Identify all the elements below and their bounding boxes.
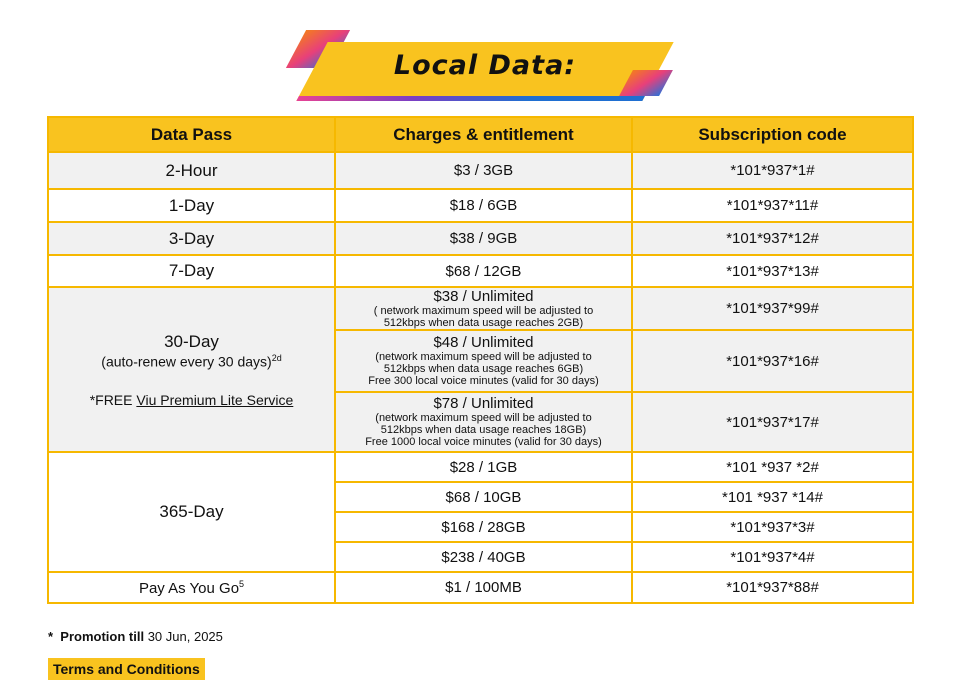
data-pass-table: Data Pass Charges & entitlement Subscrip… xyxy=(47,116,914,604)
charge: $68 / 10GB xyxy=(334,481,633,513)
header-subscription-code: Subscription code xyxy=(631,116,914,153)
charge: $48 / Unlimited (network maximum speed w… xyxy=(334,329,633,393)
charge: $38 / Unlimited ( network maximum speed … xyxy=(334,286,633,331)
subscription-code: *101*937*3# xyxy=(631,511,914,543)
charge: $38 / 9GB xyxy=(334,221,633,256)
speed-note: 512kbps when data usage reaches 18GB) xyxy=(380,424,587,436)
subscription-code: *101 *937 *2# xyxy=(631,451,914,483)
voice-minutes-note: Free 300 local voice minutes (valid for … xyxy=(368,375,599,387)
table-row: 1-Day $18 / 6GB *101*937*11# xyxy=(47,188,914,223)
footnote-marker: 5 xyxy=(239,578,245,589)
subscription-code: *101*937*11# xyxy=(631,188,914,223)
subscription-code: *101*937*88# xyxy=(631,571,914,604)
subscription-code: *101*937*99# xyxy=(631,286,914,331)
subscription-code: *101*937*13# xyxy=(631,254,914,288)
charge: $238 / 40GB xyxy=(334,541,633,573)
subscription-code: *101*937*1# xyxy=(631,151,914,190)
table-row: $48 / Unlimited (network maximum speed w… xyxy=(48,329,914,393)
subscription-code: *101*937*4# xyxy=(631,541,914,573)
header-data-pass: Data Pass xyxy=(47,116,336,153)
speed-note: (network maximum speed will be adjusted … xyxy=(375,351,592,363)
pass-name: 7-Day xyxy=(47,254,336,288)
pass-name: 2-Hour xyxy=(47,151,336,190)
promo-label: Promotion till xyxy=(60,629,145,644)
pass-payg: Pay As You Go5 xyxy=(47,571,336,604)
speed-note: 512kbps when data usage reaches 6GB) xyxy=(383,363,584,375)
table-row: Pay As You Go5 $1 / 100MB *101*937*88# xyxy=(47,571,914,604)
charge: $68 / 12GB xyxy=(334,254,633,288)
table-header: Data Pass Charges & entitlement Subscrip… xyxy=(47,116,914,153)
charge: $78 / Unlimited (network maximum speed w… xyxy=(334,391,633,453)
subscription-code: *101*937*16# xyxy=(631,329,914,393)
table-row: $168 / 28GB *101*937*3# xyxy=(48,511,914,543)
speed-note: (network maximum speed will be adjusted … xyxy=(375,412,592,424)
pass-name: 30-Day xyxy=(164,332,219,352)
charge: $28 / 1GB xyxy=(334,451,633,483)
pass-name: Pay As You Go xyxy=(138,579,240,597)
promotion-note: * Promotion till 30 Jun, 2025 xyxy=(48,629,223,644)
subscription-code: *101*937*17# xyxy=(631,391,914,453)
table-row: 3-Day $38 / 9GB *101*937*12# xyxy=(47,221,914,256)
subscription-code: *101*937*12# xyxy=(631,221,914,256)
free-prefix: *FREE xyxy=(89,391,137,408)
banner-title: Local Data: xyxy=(393,50,577,81)
speed-note: 512kbps when data usage reaches 2GB) xyxy=(383,316,584,329)
free-viu-note: *FREE Viu Premium Lite Service xyxy=(49,392,334,408)
asterisk: * xyxy=(48,629,54,644)
local-data-banner: Local Data: xyxy=(285,30,680,101)
footnote-marker: 2d xyxy=(271,353,282,364)
charge: $3 / 3GB xyxy=(334,151,633,190)
table-row: 365-Day $28 / 1GB *101 *937 *2# xyxy=(47,451,914,573)
subscription-code: *101 *937 *14# xyxy=(631,481,914,513)
charge: $168 / 28GB xyxy=(334,511,633,543)
terms-and-conditions-button[interactable]: Terms and Conditions xyxy=(48,658,205,680)
pass-30-day: 30-Day (auto-renew every 30 days)2d *FRE… xyxy=(47,286,336,453)
price: $78 / Unlimited xyxy=(433,395,534,412)
pass-name: 1-Day xyxy=(47,188,336,223)
table-row: $238 / 40GB *101*937*4# xyxy=(48,541,914,573)
promo-date: 30 Jun, 2025 xyxy=(147,629,223,644)
price: $38 / Unlimited xyxy=(433,287,534,305)
table-row: $68 / 10GB *101 *937 *14# xyxy=(48,481,914,513)
auto-renew-note: (auto-renew every 30 days)2d xyxy=(49,353,334,370)
voice-minutes-note: Free 1000 local voice minutes (valid for… xyxy=(365,436,602,448)
pass-name: 365-Day xyxy=(47,451,336,573)
header-charges: Charges & entitlement xyxy=(334,116,633,153)
table-row: 2-Hour $3 / 3GB *101*937*1# xyxy=(47,151,914,190)
charge: $1 / 100MB xyxy=(334,571,633,604)
auto-renew-text: (auto-renew every 30 days) xyxy=(101,353,272,370)
pass-name: 3-Day xyxy=(47,221,336,256)
table-row: 30-Day (auto-renew every 30 days)2d *FRE… xyxy=(47,286,914,453)
table-row: 7-Day $68 / 12GB *101*937*13# xyxy=(47,254,914,288)
price: $48 / Unlimited xyxy=(433,334,534,351)
viu-premium-link[interactable]: Viu Premium Lite Service xyxy=(136,391,294,408)
charge: $18 / 6GB xyxy=(334,188,633,223)
speed-note: ( network maximum speed will be adjusted… xyxy=(373,304,594,317)
